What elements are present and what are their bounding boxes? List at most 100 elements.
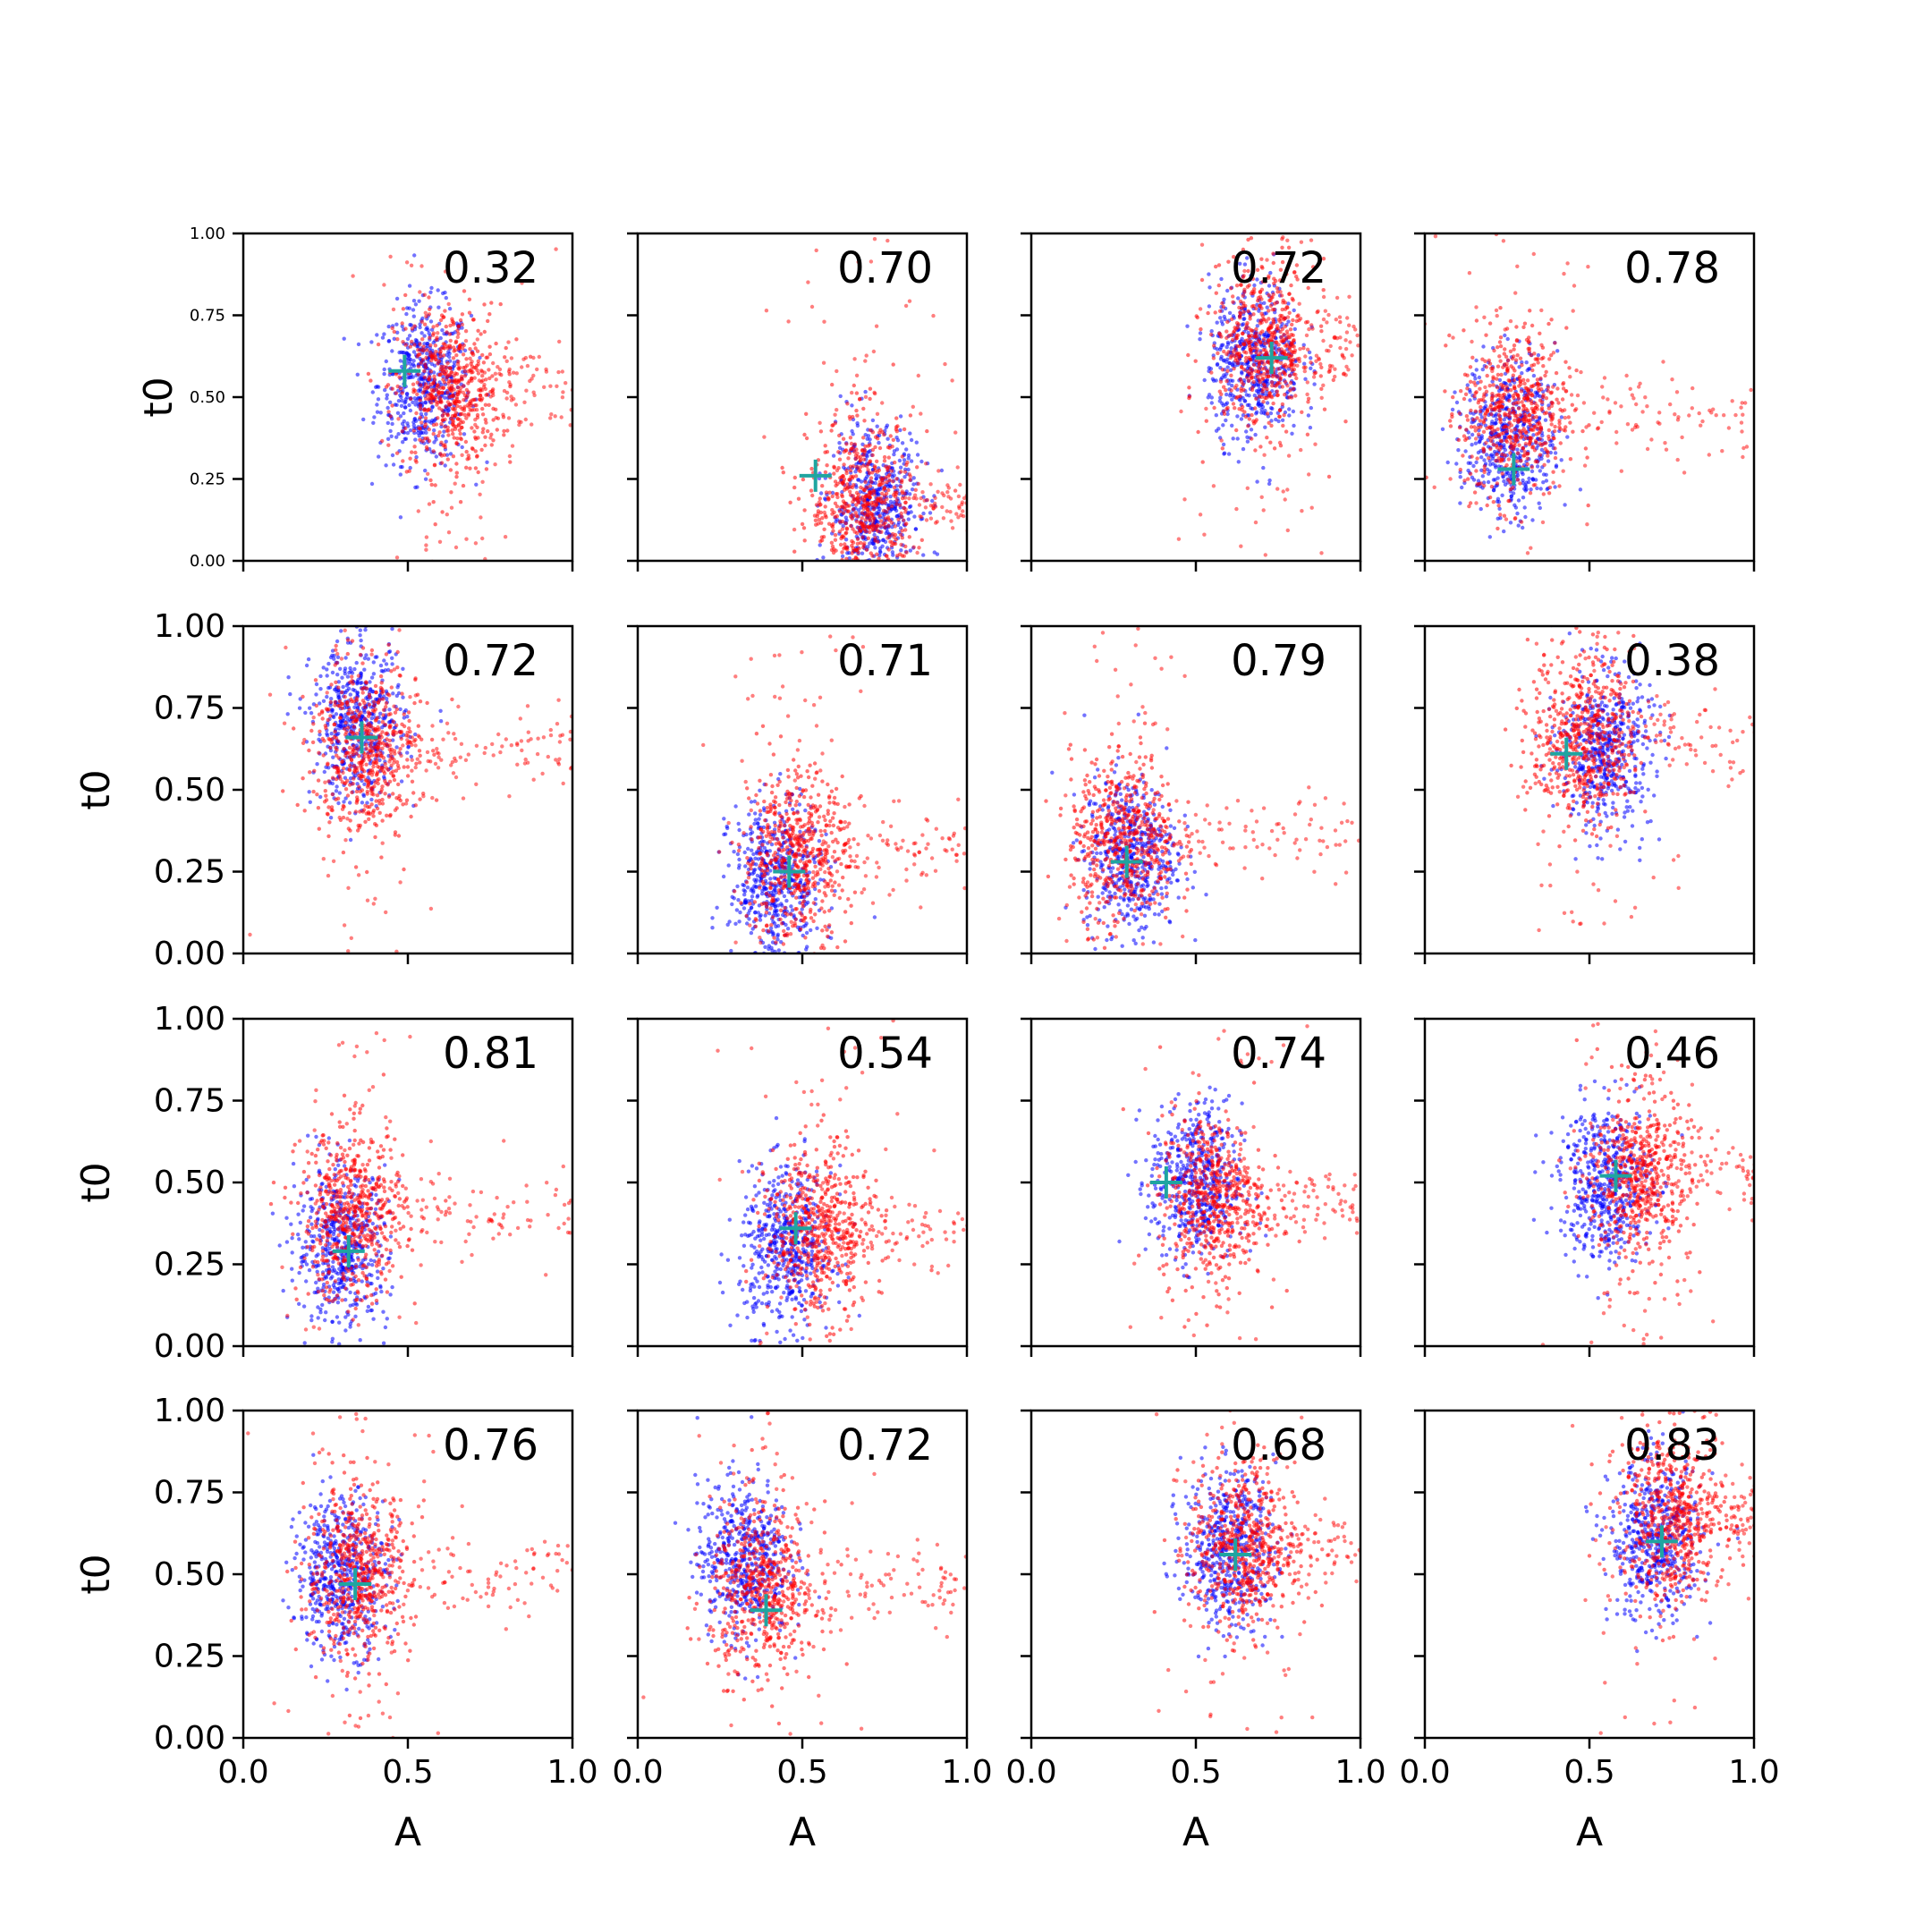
blue-point	[1494, 420, 1498, 426]
blue-point	[851, 503, 855, 507]
red-point	[834, 548, 838, 553]
blue-point	[411, 419, 416, 425]
blue-point	[1468, 398, 1472, 402]
blue-point	[382, 332, 386, 336]
red-point	[1490, 369, 1495, 374]
red-point	[454, 462, 459, 466]
red-point	[1282, 337, 1286, 342]
blue-point	[912, 514, 917, 519]
red-point	[1499, 382, 1504, 387]
red-point	[427, 377, 431, 382]
red-point	[480, 536, 485, 541]
red-point	[1544, 369, 1548, 374]
red-point	[458, 411, 463, 417]
red-point	[1267, 292, 1271, 297]
blue-point	[406, 424, 411, 428]
red-point	[1722, 413, 1726, 418]
red-point	[1495, 386, 1500, 390]
red-point	[1482, 483, 1487, 488]
red-point	[388, 414, 393, 419]
red-point	[458, 436, 462, 441]
red-point	[464, 537, 469, 541]
red-point	[840, 527, 845, 531]
red-point	[1232, 367, 1236, 371]
red-point	[1697, 411, 1701, 416]
blue-point	[1265, 305, 1269, 309]
red-point	[1217, 309, 1223, 313]
red-point	[1554, 370, 1559, 376]
red-point	[956, 515, 961, 520]
blue-point	[892, 565, 895, 569]
red-point	[484, 393, 488, 397]
red-point	[840, 550, 844, 555]
red-point	[1364, 352, 1368, 355]
red-point	[886, 517, 891, 521]
blue-point	[408, 428, 413, 433]
red-point	[462, 404, 467, 409]
red-point	[1254, 331, 1258, 335]
red-point	[1495, 313, 1499, 318]
red-point	[438, 349, 443, 354]
red-point	[850, 538, 854, 544]
blue-point	[841, 523, 845, 529]
blue-point	[1227, 360, 1233, 366]
red-point	[1496, 412, 1502, 418]
blue-point	[1470, 432, 1475, 437]
red-point	[1200, 460, 1205, 464]
red-point	[843, 485, 848, 489]
red-point	[452, 399, 456, 403]
red-point	[404, 470, 409, 474]
blue-point	[1247, 402, 1251, 407]
red-point	[1370, 359, 1374, 362]
red-point	[1540, 520, 1546, 525]
blue-point	[380, 335, 386, 340]
red-point	[1487, 436, 1492, 440]
blue-point	[408, 408, 413, 413]
red-point	[1187, 386, 1191, 390]
red-point	[837, 457, 843, 462]
red-point	[523, 355, 529, 360]
red-point	[1333, 374, 1337, 379]
red-point	[829, 540, 835, 545]
red-point	[1258, 294, 1263, 299]
red-point	[403, 292, 408, 298]
red-point	[580, 356, 584, 360]
red-point	[428, 369, 434, 374]
correlation-label: 0.70	[837, 243, 933, 293]
blue-point	[906, 453, 911, 458]
blue-point	[1578, 487, 1583, 492]
red-point	[1505, 389, 1510, 394]
red-point	[1631, 396, 1636, 401]
red-point	[440, 510, 445, 514]
red-point	[1511, 486, 1515, 490]
blue-point	[1245, 439, 1250, 444]
red-point	[1571, 309, 1575, 313]
red-point	[464, 357, 469, 361]
blue-point	[356, 342, 361, 347]
red-point	[953, 430, 958, 435]
red-point	[560, 395, 565, 400]
red-point	[1330, 364, 1335, 369]
red-point	[1472, 490, 1478, 495]
red-point	[498, 301, 503, 307]
blue-point	[1228, 368, 1233, 372]
red-point	[845, 482, 850, 487]
red-point	[1489, 484, 1495, 489]
red-point	[830, 382, 835, 387]
red-point	[1516, 419, 1521, 424]
red-point	[880, 592, 884, 596]
red-point	[945, 490, 950, 495]
red-point	[434, 422, 439, 427]
scatter-panel-2: 0.70	[627, 232, 969, 596]
red-point	[1512, 377, 1517, 383]
red-point	[1541, 393, 1546, 397]
red-point	[1478, 419, 1483, 423]
red-point	[1309, 323, 1314, 327]
blue-point	[444, 295, 448, 301]
red-point	[451, 418, 455, 422]
red-point	[1344, 364, 1349, 369]
red-point	[854, 391, 860, 395]
red-point	[471, 318, 476, 322]
red-point	[553, 414, 557, 419]
red-point	[426, 471, 430, 476]
